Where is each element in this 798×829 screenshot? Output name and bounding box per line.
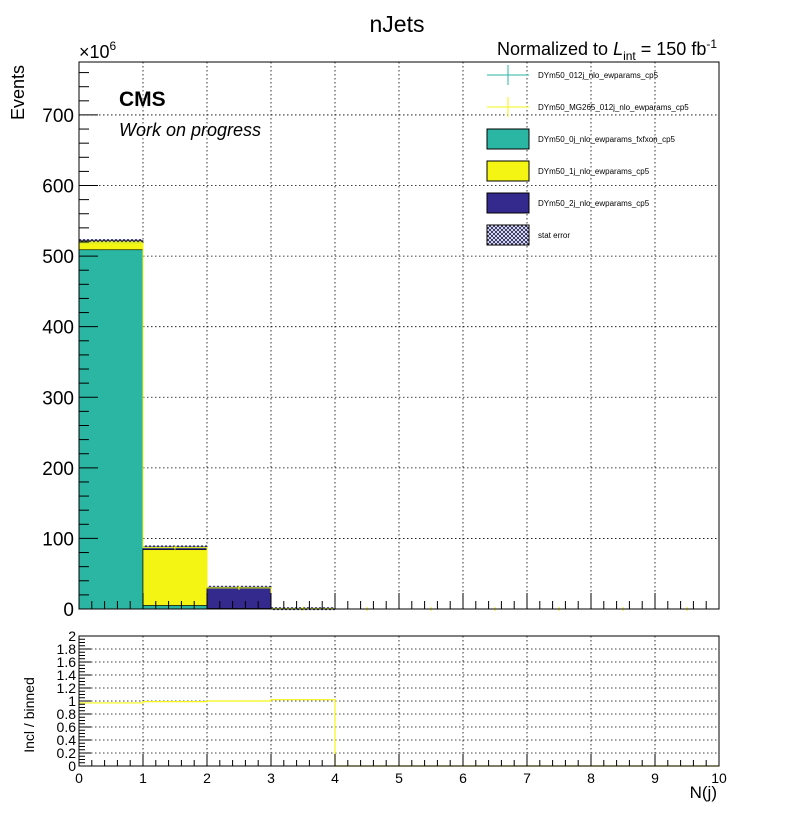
ratio-y-tick-label: 0.4 bbox=[57, 732, 77, 748]
legend-entry-012j: DYm50_012j_nlo_ewparams_cp5 bbox=[487, 65, 659, 85]
bar-DYm50_1j_nlo_ewparams_cp5-bin-1 bbox=[142, 549, 208, 606]
bar-DYm50_2j_nlo_ewparams_cp5-bin-2 bbox=[206, 586, 272, 609]
bar-DYm50_0j_nlo_ewparams_fxfxon_cp5-bin-1 bbox=[142, 605, 208, 610]
ratio-y-tick-label: 0.6 bbox=[57, 719, 77, 735]
legend-label-012j: DYm50_012j_nlo_ewparams_cp5 bbox=[538, 71, 659, 80]
main-y-tick-label: 200 bbox=[42, 459, 74, 480]
cms-label: CMS bbox=[119, 88, 166, 111]
legend-entry-2j: DYm50_2j_nlo_ewparams_cp5 bbox=[486, 192, 650, 214]
ratio-y-axis-label: Incl / binned bbox=[21, 677, 37, 753]
ratio-x-tick-label: 6 bbox=[459, 770, 467, 786]
legend-label-1j: DYm50_1j_nlo_ewparams_cp5 bbox=[538, 167, 650, 176]
bar-DYm50_0j_nlo_ewparams_fxfxon_cp5-bin-0 bbox=[78, 249, 144, 610]
chart-title: nJets bbox=[370, 11, 425, 37]
legend-label-0j: DYm50_0j_nlo_ewparams_fxfxon_cp5 bbox=[538, 135, 676, 144]
legend-entry-1j: DYm50_1j_nlo_ewparams_cp5 bbox=[486, 160, 650, 182]
main-y-tick-label: 100 bbox=[42, 529, 74, 550]
legend-label-stat-error: stat error bbox=[538, 231, 570, 240]
ratio-x-tick-label: 8 bbox=[587, 770, 595, 786]
legend-label-mg265: DYm50_MG265_012j_nlo_ewparams_cp5 bbox=[538, 103, 689, 112]
ratio-x-tick-label: 4 bbox=[331, 770, 339, 786]
legend-entry-stat-error: stat error bbox=[486, 224, 570, 246]
legend-swatch-stat-error bbox=[486, 224, 530, 246]
legend-entry-mg265: DYm50_MG265_012j_nlo_ewparams_cp5 bbox=[487, 97, 689, 117]
legend-entry-0j: DYm50_0j_nlo_ewparams_fxfxon_cp5 bbox=[486, 128, 676, 150]
main-y-tick-label: 500 bbox=[42, 247, 74, 268]
ratio-y-tick-label: 1.2 bbox=[57, 680, 77, 696]
legend-swatch-2j bbox=[486, 192, 530, 214]
ratio-y-tick-label: 0.8 bbox=[57, 706, 77, 722]
ratio-y-tick-label: 1 bbox=[68, 693, 76, 709]
stat-error-bin-0 bbox=[79, 239, 143, 243]
legend-swatch-1j bbox=[486, 160, 530, 182]
ratio-x-tick-label: 1 bbox=[139, 770, 147, 786]
ratio-y-tick-label: 0.2 bbox=[57, 745, 77, 761]
ratio-x-tick-label: 9 bbox=[651, 770, 659, 786]
main-y-tick-label: 400 bbox=[42, 318, 74, 339]
main-y-tick-label: 600 bbox=[42, 177, 74, 198]
legend-swatch-0j bbox=[486, 128, 530, 150]
main-axis-ticks: 0 100 200 300 400 500 600 700 bbox=[42, 72, 720, 621]
main-y-tick-label: 700 bbox=[42, 106, 74, 127]
ratio-x-tick-label: 10 bbox=[711, 770, 727, 786]
x-axis-label: N(j) bbox=[690, 783, 717, 802]
ratio-y-tick-label: 0 bbox=[68, 758, 76, 774]
ratio-x-tick-label: 5 bbox=[395, 770, 403, 786]
main-grid bbox=[79, 62, 719, 609]
lumi-header: Normalized to Lint = 150 fb-1 bbox=[497, 37, 717, 63]
y-multiplier: ×106 bbox=[79, 39, 117, 62]
legend-label-2j: DYm50_2j_nlo_ewparams_cp5 bbox=[538, 199, 650, 208]
ratio-x-tick-label: 7 bbox=[523, 770, 531, 786]
ratio-x-tick-label: 2 bbox=[203, 770, 211, 786]
ratio-x-tick-label: 0 bbox=[75, 770, 83, 786]
cms-sublabel: Work on progress bbox=[119, 120, 261, 140]
ratio-y-tick-label: 1.6 bbox=[57, 654, 77, 670]
ratio-y-tick-label: 2 bbox=[68, 628, 76, 644]
legend: DYm50_012j_nlo_ewparams_cp5 DYm50_MG265_… bbox=[486, 65, 689, 246]
main-y-tick-label: 0 bbox=[63, 600, 74, 621]
main-y-tick-label: 300 bbox=[42, 388, 74, 409]
y-axis-label: Events bbox=[8, 65, 28, 120]
ratio-y-tick-label: 1.4 bbox=[57, 667, 77, 683]
ratio-y-tick-label: 1.8 bbox=[57, 641, 77, 657]
ratio-grid bbox=[79, 636, 719, 766]
ratio-x-tick-label: 3 bbox=[267, 770, 275, 786]
